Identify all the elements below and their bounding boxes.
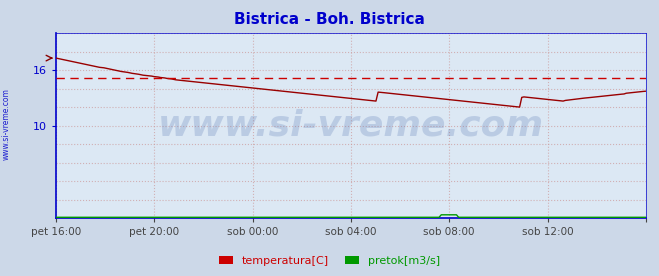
Text: Bistrica - Boh. Bistrica: Bistrica - Boh. Bistrica: [234, 12, 425, 27]
Text: www.si-vreme.com: www.si-vreme.com: [2, 88, 11, 160]
Text: www.si-vreme.com: www.si-vreme.com: [158, 108, 544, 143]
Legend: temperatura[C], pretok[m3/s]: temperatura[C], pretok[m3/s]: [215, 251, 444, 270]
